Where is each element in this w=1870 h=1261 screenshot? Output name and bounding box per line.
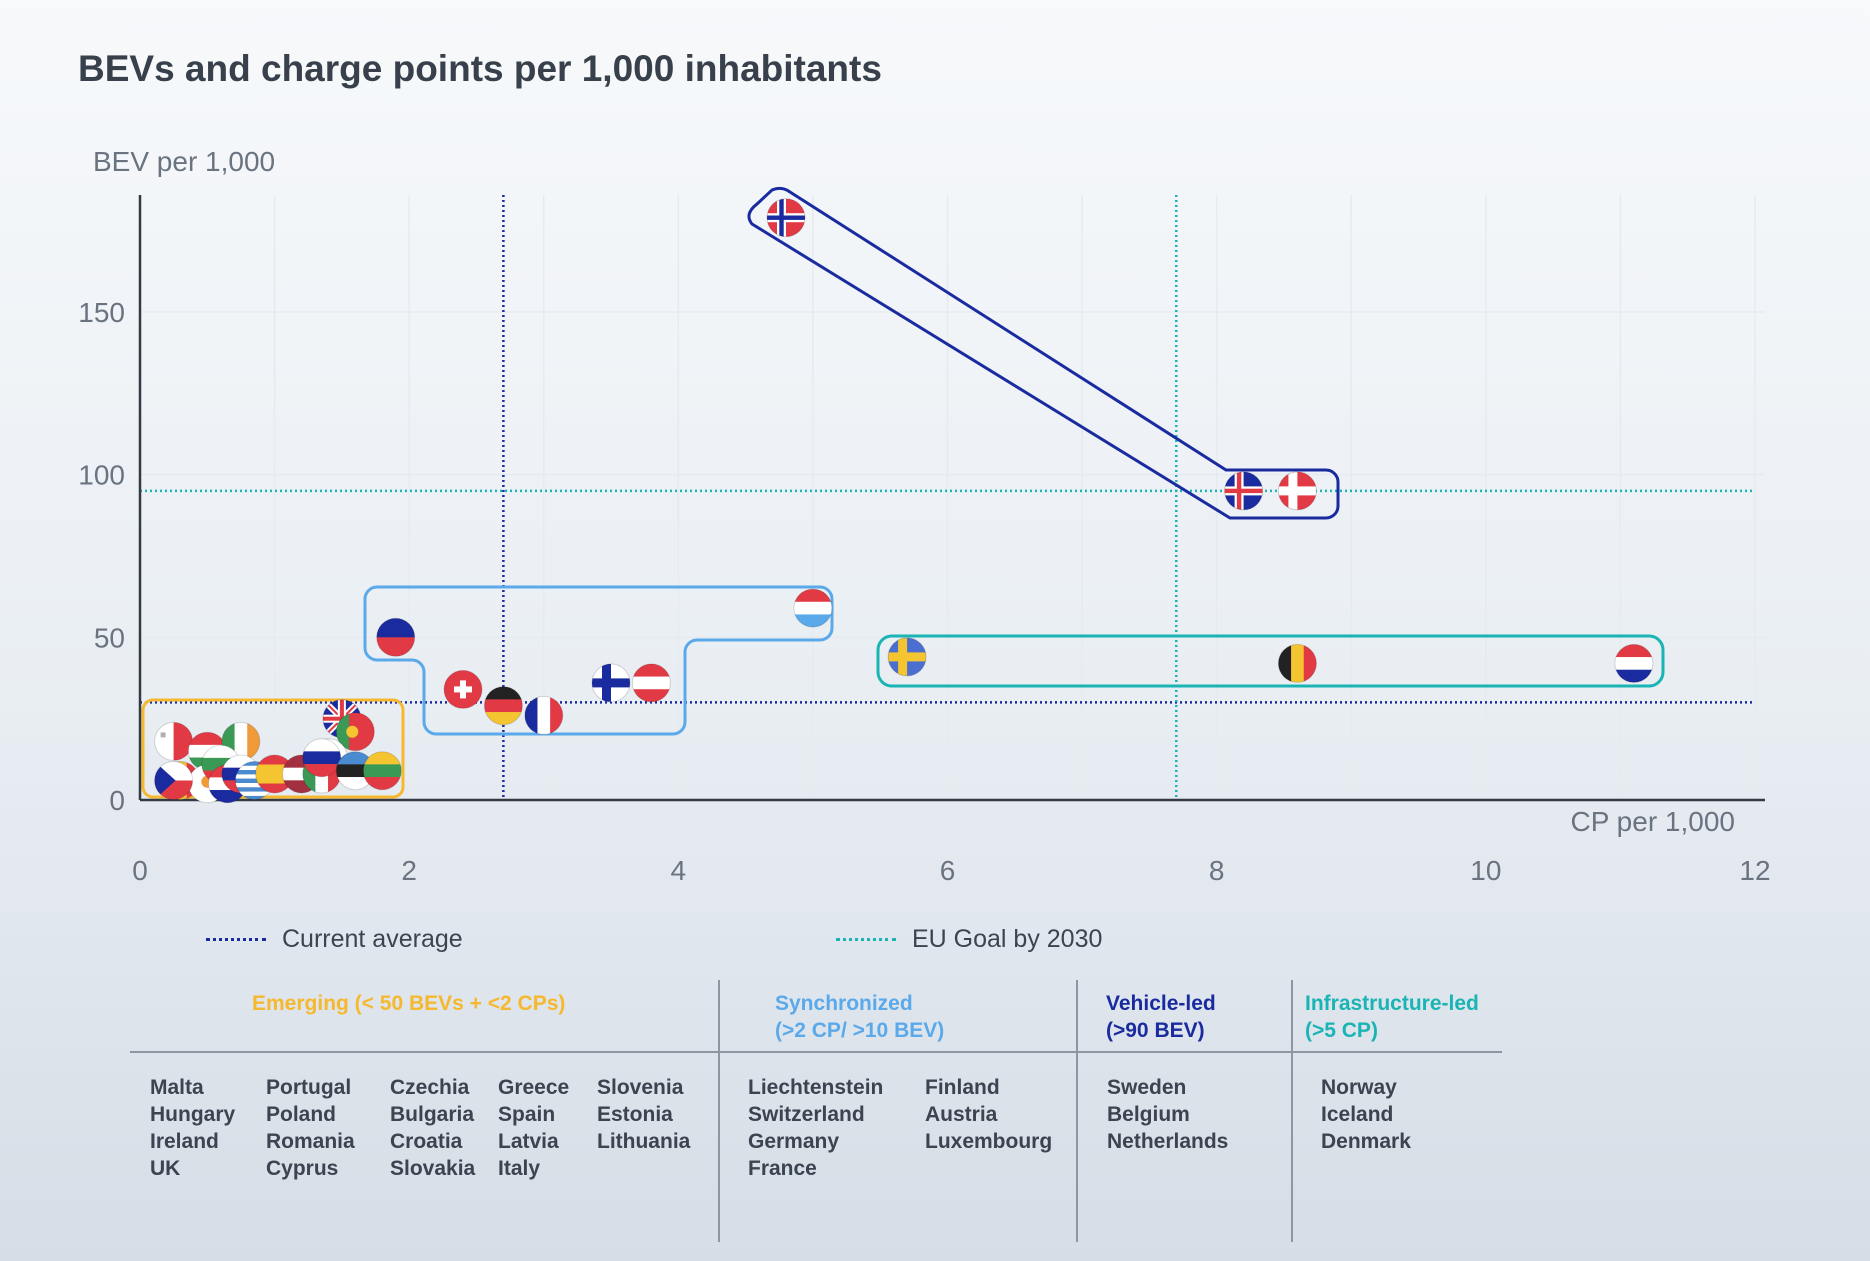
data-point-austria: [631, 663, 671, 703]
data-point-portugal: [335, 712, 375, 752]
y-tick-label: 50: [94, 622, 125, 653]
x-tick-label: 12: [1739, 855, 1770, 886]
flag-graphic: [592, 663, 630, 702]
data-point-sweden: [887, 637, 927, 677]
flag-graphic: [154, 722, 193, 761]
vehicle-led-group-outline: [876, 634, 1665, 688]
y-tick-label: 150: [78, 297, 125, 328]
flag-graphic: [767, 198, 805, 237]
legend-goal-swatch: [836, 938, 896, 941]
data-point-denmark: [1277, 471, 1317, 511]
data-point-france: [524, 695, 564, 735]
data-point-germany: [483, 686, 523, 726]
data-point-slovenia: [302, 738, 342, 778]
column-separator: [1291, 980, 1293, 1242]
header-synchronized: Synchronized (>2 CP/ >10 BEV): [775, 992, 945, 1042]
flag-graphic: [524, 696, 563, 735]
column-separator: [1076, 980, 1078, 1242]
data-point-greece: [234, 761, 274, 800]
country-column: Norway Iceland Denmark: [1321, 1076, 1411, 1153]
country-column: Portugal Poland Romania Cyprus: [266, 1076, 355, 1180]
flag-graphic: [235, 761, 274, 800]
data-point-finland: [591, 663, 631, 703]
data-point-norway: [766, 198, 806, 238]
x-tick-label: 8: [1209, 855, 1225, 886]
data-points: [154, 198, 1654, 804]
flag-graphic: [632, 663, 671, 702]
flag-graphic: [1278, 471, 1317, 510]
data-point-lithuania: [362, 751, 402, 791]
group-outlines: [141, 186, 1665, 799]
x-tick-label: 10: [1470, 855, 1501, 886]
flag-graphic: [1224, 471, 1263, 510]
grid: [140, 195, 1765, 800]
legend-goal-label: EU Goal by 2030: [912, 925, 1103, 953]
data-point-netherlands: [1614, 643, 1654, 683]
y-tick-label: 0: [109, 785, 125, 816]
flag-graphic: [302, 738, 341, 777]
x-axis-label: CP per 1,000: [1570, 806, 1736, 837]
data-point-liechtenstein: [376, 617, 416, 657]
flag-graphic: [376, 618, 415, 657]
flag-graphic: [484, 686, 523, 725]
data-point-czechia: [154, 761, 194, 800]
flag-graphic: [1614, 644, 1653, 683]
y-axis-label: BEV per 1,000: [93, 146, 276, 177]
emerging-group-outline: [141, 698, 405, 799]
header-vehicle-led: Vehicle-led (>90 BEV): [1106, 992, 1216, 1042]
x-tick-label: 2: [401, 855, 417, 886]
synchronized-group-outline: [363, 585, 834, 736]
x-tick-label: 4: [671, 855, 687, 886]
country-column: Malta Hungary Ireland UK: [150, 1076, 236, 1180]
segment-table: Emerging (< 50 BEVs + <2 CPs) Synchroniz…: [130, 980, 1502, 1242]
scatter-chart: 0 2 4 6 8 10 12 0 50 100 150: [78, 186, 1771, 886]
data-point-estonia: [335, 751, 375, 791]
header-emerging: Emerging (< 50 BEVs + <2 CPs): [252, 992, 566, 1015]
header-infrastructure-led: Infrastructure-led (>5 CP): [1305, 992, 1479, 1042]
flag-graphic: [1278, 644, 1317, 683]
legend-average-swatch: [206, 938, 266, 941]
country-column: Greece Spain Latvia Italy: [498, 1076, 570, 1180]
data-point-malta: [154, 721, 194, 761]
axes: [138, 195, 1765, 802]
flag-graphic: [154, 761, 193, 800]
data-point-belgium: [1277, 643, 1317, 683]
country-column: Czechia Bulgaria Croatia Slovakia: [390, 1076, 476, 1180]
y-tick-label: 100: [78, 460, 125, 491]
flag-graphic: [793, 589, 832, 628]
country-column: Sweden Belgium Netherlands: [1107, 1076, 1229, 1153]
country-column: Liechtenstein Switzerland Germany France: [748, 1076, 884, 1180]
flag-graphic: [255, 755, 294, 793]
flag-graphic: [444, 670, 482, 709]
legend-average-label: Current average: [282, 925, 463, 953]
reference-lines: [140, 195, 1755, 800]
tick-labels: 0 2 4 6 8 10 12 0 50 100 150: [78, 297, 1770, 886]
flag-graphic: [336, 712, 375, 751]
x-tick-label: 6: [940, 855, 956, 886]
chart-title: BEVs and charge points per 1,000 inhabit…: [78, 48, 882, 89]
flag-graphic: [363, 751, 402, 790]
table-header-rule: [130, 1051, 1502, 1053]
data-point-switzerland: [443, 669, 483, 709]
country-column: Slovenia Estonia Lithuania: [597, 1076, 691, 1153]
legend-eu-goal: EU Goal by 2030: [836, 925, 1102, 954]
data-point-iceland: [1224, 471, 1264, 511]
data-point-luxembourg: [793, 588, 833, 628]
flag-graphic: [336, 751, 375, 790]
x-tick-label: 0: [132, 855, 148, 886]
flag-graphic: [888, 637, 927, 676]
infrastructure-led-group-outline: [747, 186, 1340, 520]
column-separator: [718, 980, 720, 1242]
country-column: Finland Austria Luxembourg: [925, 1076, 1053, 1153]
legend-current-average: Current average: [206, 925, 463, 954]
